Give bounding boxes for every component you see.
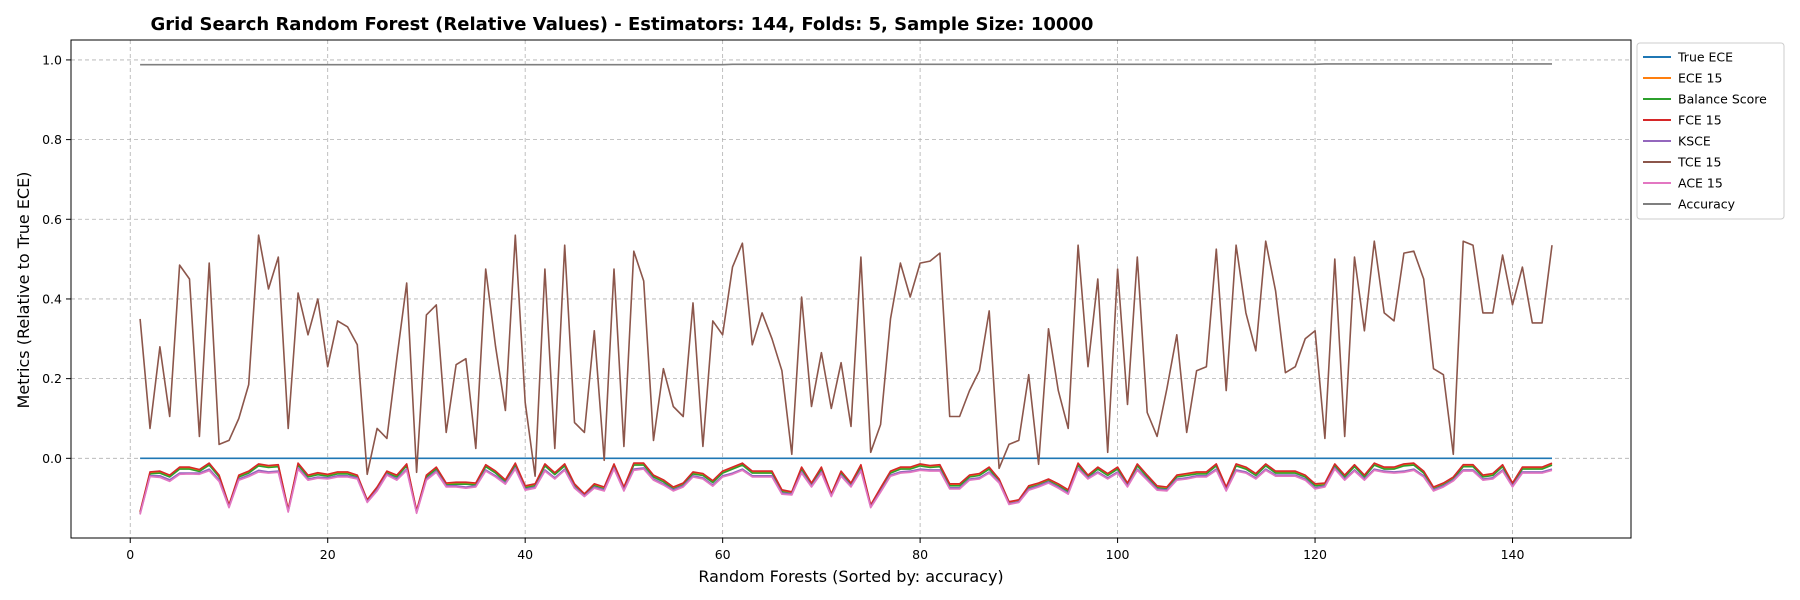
legend-label: Accuracy: [1678, 197, 1736, 212]
series-line-accuracy: [140, 63, 1552, 66]
y-axis-label: Metrics (Relative to True ECE): [14, 172, 33, 409]
x-tick-label: 80: [912, 547, 928, 562]
grid: [71, 40, 1631, 538]
legend-label: ACE 15: [1678, 176, 1723, 191]
series-line-balance-score: [139, 464, 1553, 514]
legend-label: Balance Score: [1678, 92, 1767, 107]
series-line-ace-15: [139, 468, 1553, 515]
y-tick-label: 0.4: [42, 291, 62, 306]
legend: True ECE ECE 15 Balance Score FCE 15 KSCE TCE…: [1636, 42, 1785, 220]
legend-label: ECE 15: [1678, 71, 1722, 86]
x-axis-label: Random Forests (Sorted by: accuracy): [698, 567, 1003, 586]
x-tick-label: 40: [517, 547, 533, 562]
series-line-tce-15: [139, 234, 1553, 478]
legend-label: True ECE: [1677, 50, 1733, 65]
y-tick-label: 0.0: [42, 451, 62, 466]
y-axis-ticks: 0.0 0.2 0.4 0.6 0.8 1.0: [42, 52, 71, 466]
y-tick-label: 0.2: [42, 371, 62, 386]
x-tick-label: 100: [1106, 547, 1130, 562]
x-tick-label: 140: [1501, 547, 1525, 562]
legend-label: KSCE: [1678, 134, 1711, 149]
series-line-fce-15: [139, 462, 1553, 512]
x-tick-label: 20: [320, 547, 336, 562]
y-tick-label: 1.0: [42, 52, 62, 67]
legend-box: [1636, 42, 1785, 220]
y-tick-label: 0.6: [42, 212, 62, 227]
x-tick-label: 60: [715, 547, 731, 562]
legend-label: FCE 15: [1678, 113, 1722, 128]
x-tick-label: 120: [1303, 547, 1327, 562]
legend-label: TCE 15: [1677, 155, 1721, 170]
x-axis-ticks: 0 20 40 60 80 100 120 140: [126, 538, 1524, 562]
plot-frame: [70, 39, 1632, 539]
plot-series: [139, 63, 1553, 515]
x-tick-label: 0: [126, 547, 134, 562]
chart-title: Grid Search Random Forest (Relative Valu…: [151, 14, 1094, 35]
y-tick-label: 0.8: [42, 132, 62, 147]
